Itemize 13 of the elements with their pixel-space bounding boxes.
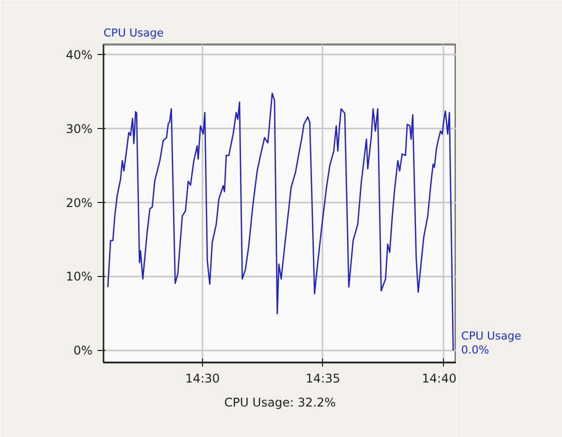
chart-title: CPU Usage — [104, 26, 164, 40]
y-tick-label: 40% — [66, 48, 92, 62]
data-label: 0.0% — [461, 344, 490, 357]
y-tick-label: 0% — [73, 344, 93, 358]
x-tick-label: 14:40 — [422, 372, 457, 386]
y-tick-label: 20% — [66, 196, 92, 210]
x-tick-label: 14:35 — [306, 372, 340, 386]
text: CPU Usage: 32.2% — [224, 396, 336, 410]
x-tick-label: 14:30 — [185, 372, 220, 386]
y-tick-label: 10% — [66, 270, 92, 284]
line-series — [107, 92, 454, 352]
series-label: CPU Usage — [461, 330, 522, 343]
y-tick-label: 30% — [66, 122, 92, 136]
